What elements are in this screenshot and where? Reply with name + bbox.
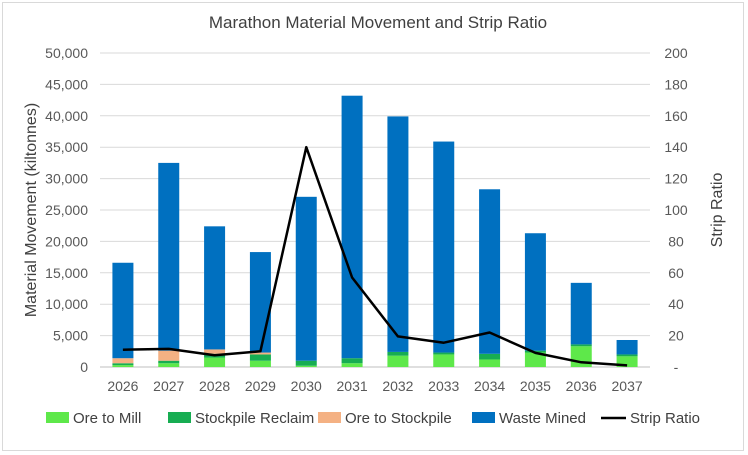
bar-stockpile-reclaim-2034	[479, 353, 501, 360]
y2-tick-label: 100	[664, 202, 688, 218]
bar-ore-to-mill-2030	[295, 365, 317, 367]
legend-label: Stockpile Reclaim	[195, 410, 314, 427]
bar-stockpile-reclaim-2033	[433, 352, 455, 355]
bar-ore-to-stockpile-2028	[204, 349, 226, 354]
bar-waste-mined-2027	[158, 162, 180, 351]
gridlines	[100, 52, 650, 368]
chart-frame	[2, 2, 744, 451]
x-tick-label: 2035	[520, 378, 551, 394]
y-tick-label: 20,000	[45, 233, 88, 249]
y2-axis-title: Strip Ratio	[709, 173, 726, 248]
bar-waste-mined-2033	[433, 141, 455, 353]
bar-ore-to-mill-2033	[433, 354, 455, 367]
legend-swatch	[318, 412, 341, 423]
x-tick-label: 2032	[382, 378, 413, 394]
bar-ore-to-mill-2028	[204, 357, 226, 367]
y2-tick-label: 80	[668, 233, 684, 249]
bar-waste-mined-2026	[112, 262, 134, 359]
bar-waste-mined-2030	[295, 196, 317, 361]
bar-waste-mined-2035	[524, 233, 546, 351]
y2-tick-label: 40	[668, 296, 684, 312]
y-tick-label: 0	[80, 359, 88, 375]
x-tick-label: 2026	[107, 378, 138, 394]
y-tick-label: 30,000	[45, 171, 88, 187]
bars	[112, 95, 638, 367]
x-tick-label: 2029	[245, 378, 276, 394]
legend-label: Ore to Mill	[73, 410, 141, 427]
x-tick-label: 2037	[612, 378, 643, 394]
bar-ore-to-mill-2029	[249, 360, 271, 367]
x-tick-label: 2033	[428, 378, 459, 394]
legend-label: Strip Ratio	[630, 410, 700, 427]
y2-tick-label: 20	[668, 328, 684, 344]
y-tick-label: 45,000	[45, 76, 88, 92]
x-tick-label: 2034	[474, 378, 505, 394]
y-tick-label: 15,000	[45, 265, 88, 281]
legend-label: Waste Mined	[499, 410, 586, 427]
strip-ratio-line	[122, 145, 628, 367]
bar-stockpile-reclaim-2027	[158, 360, 180, 364]
y2-tick-label: 200	[664, 45, 688, 61]
bar-ore-to-mill-2034	[479, 359, 501, 367]
bar-stockpile-reclaim-2031	[341, 358, 363, 364]
bar-ore-to-stockpile-2029	[249, 352, 271, 355]
y2-tick-label: 120	[664, 171, 688, 187]
legend-swatch	[472, 412, 495, 423]
bar-stockpile-reclaim-2030	[295, 360, 317, 366]
y-tick-label: 40,000	[45, 108, 88, 124]
bar-stockpile-reclaim-2037	[616, 354, 638, 357]
chart-title: Marathon Material Movement and Strip Rat…	[209, 13, 547, 32]
y-tick-label: 25,000	[45, 202, 88, 218]
x-tick-label: 2028	[199, 378, 230, 394]
bar-ore-to-mill-2035	[524, 352, 546, 367]
y-tick-label: 50,000	[45, 45, 88, 61]
bar-stockpile-reclaim-2032	[387, 351, 409, 356]
y-axis-title: Material Movement (kiltonnes)	[23, 103, 40, 317]
bar-waste-mined-2031	[341, 95, 363, 359]
bar-stockpile-reclaim-2026	[112, 363, 134, 366]
bar-ore-to-mill-2037	[616, 356, 638, 367]
bar-waste-mined-2036	[570, 282, 592, 345]
x-tick-label: 2027	[153, 378, 184, 394]
bar-waste-mined-2029	[249, 252, 271, 353]
y2-tick-label: -	[674, 359, 679, 375]
x-tick-label: 2030	[291, 378, 322, 394]
y2-tick-label: 140	[664, 139, 688, 155]
bar-waste-mined-2028	[204, 226, 226, 350]
x-tick-label: 2036	[566, 378, 597, 394]
bar-ore-to-mill-2032	[387, 355, 409, 367]
bar-stockpile-reclaim-2029	[249, 354, 271, 361]
y2-axis-ticks: - 20 40 60 80 100 120 140 160 180 200	[664, 45, 688, 375]
x-axis-ticks: 2026 2027 2028 2029 2030 2031 2032 2033 2034 2035…	[107, 378, 643, 394]
bar-waste-mined-2037	[616, 339, 638, 355]
bar-ore-to-mill-2031	[341, 363, 363, 367]
y-axis-ticks: 0 5,000 10,000 15,000 20,000 25,000 30,000 35,0…	[45, 45, 88, 375]
legend: Ore to Mill Stockpile Reclaim Ore to Stock…	[46, 410, 700, 427]
y-tick-label: 5,000	[53, 328, 88, 344]
y-tick-label: 10,000	[45, 296, 88, 312]
bar-ore-to-mill-2026	[112, 365, 134, 367]
bar-ore-to-stockpile-2027	[158, 350, 180, 361]
legend-swatch	[168, 412, 191, 423]
y2-tick-label: 60	[668, 265, 684, 281]
y2-tick-label: 160	[664, 108, 688, 124]
legend-label: Ore to Stockpile	[345, 410, 452, 427]
bar-waste-mined-2032	[387, 116, 409, 352]
y-tick-label: 35,000	[45, 139, 88, 155]
bar-ore-to-mill-2027	[158, 363, 180, 367]
legend-swatch	[46, 412, 69, 423]
y2-tick-label: 180	[664, 76, 688, 92]
bar-ore-to-stockpile-2026	[112, 358, 134, 364]
bar-stockpile-reclaim-2036	[570, 344, 592, 347]
bar-waste-mined-2034	[479, 189, 501, 354]
x-tick-label: 2031	[337, 378, 368, 394]
